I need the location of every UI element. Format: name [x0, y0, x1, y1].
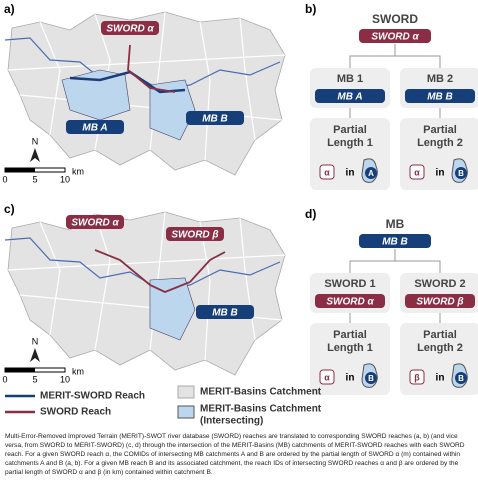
result-label: Length 2	[417, 342, 463, 354]
tag-label: MB A	[337, 92, 362, 103]
tag	[101, 21, 159, 35]
tag-label: SWORD α	[326, 297, 374, 308]
sword-reach	[127, 44, 176, 93]
catchment-b	[149, 277, 196, 341]
tag-label: MB B	[382, 237, 408, 248]
connector	[349, 249, 441, 273]
result-label: Partial	[423, 329, 457, 341]
sword-reach	[189, 251, 226, 283]
target-badge	[455, 167, 467, 179]
icon-box	[409, 369, 425, 385]
in-label: in	[346, 168, 355, 179]
panel-label: c)	[4, 202, 15, 216]
icon-label: α	[324, 372, 330, 382]
tag	[186, 111, 244, 125]
target-label: A	[368, 169, 374, 178]
legend-swatch	[177, 405, 195, 419]
in-label: in	[436, 168, 445, 179]
tag-label: MB A	[82, 123, 107, 134]
target-badge	[365, 372, 377, 384]
legend-label: MERIT-SWORD Reach	[40, 391, 145, 402]
north-label: N	[32, 336, 39, 346]
panel-label: d)	[305, 207, 316, 221]
icon-label: α	[414, 167, 420, 177]
icon-box	[409, 164, 425, 180]
legend-label: MERIT-Basins Catchment	[200, 387, 322, 398]
scale-unit: km	[72, 366, 84, 376]
north-arrow	[30, 348, 40, 362]
target-badge	[365, 167, 377, 179]
caption: Multi-Error-Removed Improved Terrain (ME…	[5, 433, 465, 476]
map-a	[4, 11, 286, 176]
icon-box	[319, 369, 335, 385]
tag	[359, 29, 431, 43]
catchment-b	[149, 79, 196, 141]
tag-label: SWORD β	[416, 297, 463, 308]
node-title: MB 1	[337, 73, 363, 85]
tag	[405, 294, 475, 308]
target-label: B	[368, 374, 374, 383]
panel-label: b)	[305, 2, 316, 16]
in-label: in	[436, 373, 445, 384]
scale-bar	[5, 168, 35, 172]
tag	[315, 294, 385, 308]
legend-label: MERIT-Basins Catchment	[200, 404, 322, 415]
node-title: MB	[386, 217, 405, 231]
scale-label: 5	[32, 174, 37, 184]
node-title: MB 2	[427, 73, 453, 85]
in-label: in	[346, 373, 355, 384]
icon-label: β	[414, 372, 420, 382]
result-label: Partial	[333, 329, 367, 341]
catchment-a	[61, 69, 131, 121]
tag-label: SWORD α	[371, 32, 419, 43]
result-label: Partial	[333, 124, 367, 136]
north-label: N	[32, 136, 39, 146]
tag	[196, 305, 254, 319]
tag	[66, 215, 124, 229]
scale-label: 0	[2, 374, 7, 384]
result-label: Partial	[423, 124, 457, 136]
result-label: Length 1	[327, 342, 373, 354]
tag	[315, 89, 385, 103]
icon-box	[319, 164, 335, 180]
tag	[405, 89, 475, 103]
legend-label: SWORD Reach	[40, 407, 111, 418]
tag-label: MB B	[212, 308, 238, 319]
scale-label: 0	[2, 174, 7, 184]
result-label: Length 2	[417, 137, 463, 149]
scale-label: 10	[60, 374, 70, 384]
panel-label: a)	[4, 2, 15, 16]
tag-label: SWORD α	[71, 218, 119, 229]
result-label: Length 1	[327, 137, 373, 149]
north-arrow	[30, 148, 40, 162]
target-label: B	[458, 169, 464, 178]
node-title: SWORD	[372, 12, 418, 26]
tag-label: SWORD β	[171, 230, 218, 241]
tag-label: MB B	[427, 92, 453, 103]
map-c	[4, 211, 286, 376]
node-title: SWORD 1	[324, 278, 375, 290]
tag-label: MB B	[202, 114, 228, 125]
target-label: B	[458, 374, 464, 383]
icon-label: α	[324, 167, 330, 177]
scale-unit: km	[72, 166, 84, 176]
tag-label: SWORD α	[106, 24, 154, 35]
tag	[359, 234, 431, 248]
scale-label: 10	[60, 174, 70, 184]
target-badge	[455, 372, 467, 384]
legend-label: (Intersecting)	[200, 416, 263, 427]
sword-reach	[94, 249, 191, 293]
scale-bar	[5, 368, 35, 372]
scale-label: 5	[32, 374, 37, 384]
node-title: SWORD 2	[414, 278, 465, 290]
tag	[166, 227, 224, 241]
connector	[349, 44, 441, 68]
legend-swatch	[177, 385, 195, 399]
tag	[66, 120, 124, 134]
